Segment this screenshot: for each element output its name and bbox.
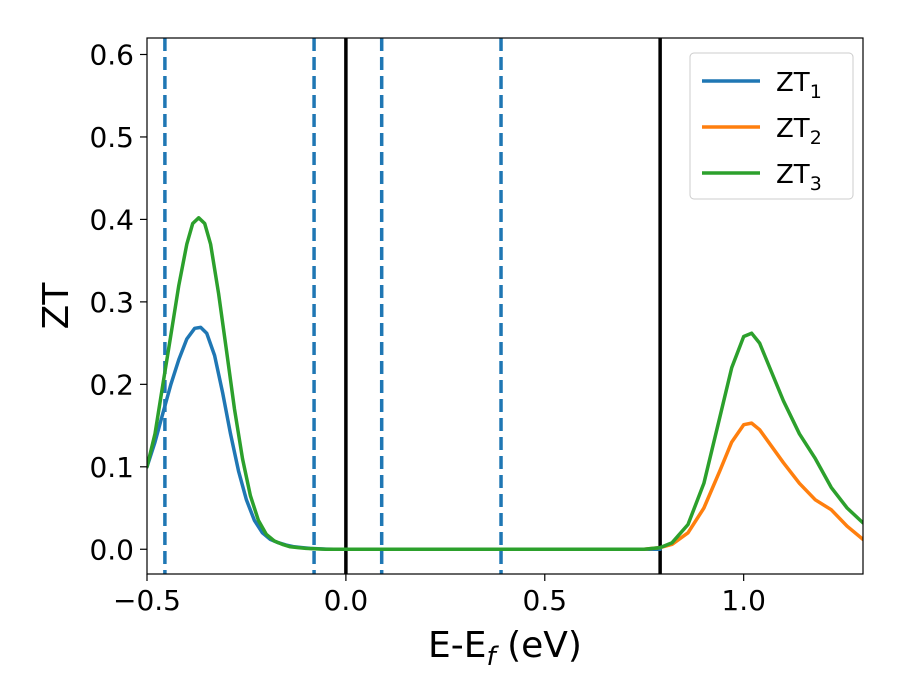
y-tick-label: 0.3 (89, 286, 134, 319)
legend-label-main: ZT (776, 68, 810, 98)
y-tick-label: 0.6 (89, 38, 134, 71)
x-tick-label: 0.5 (523, 584, 568, 617)
x-axis-title: E-Ef (eV) (428, 625, 582, 672)
series-line-1 (147, 325, 662, 552)
x-tick-label: −0.5 (113, 584, 181, 617)
legend-box (689, 52, 854, 200)
y-tick-label: 0.2 (89, 368, 134, 401)
y-axis-ticks: 0.0 0.1 0.2 0.3 0.4 0.5 0.6 (89, 38, 147, 566)
legend-item-2: ZT2 (702, 114, 822, 149)
y-tick-label: 0.4 (89, 203, 134, 236)
x-tick-label: 1.0 (721, 584, 766, 617)
plot-frame (146, 37, 864, 575)
legend-label-sub: 1 (810, 81, 822, 103)
legend-item-3: ZT3 (702, 160, 822, 195)
legend-label-main: ZT (776, 114, 810, 144)
series-lines (147, 216, 863, 552)
y-tick-label: 0.0 (89, 533, 134, 566)
legend-label: ZT2 (776, 114, 822, 149)
x-axis-title-main: E-E (428, 625, 486, 666)
y-axis-title: ZT (36, 282, 77, 330)
x-tick-label: 0.0 (324, 584, 369, 617)
series-line-2 (582, 421, 863, 552)
reference-lines (163, 38, 662, 574)
legend-item-1: ZT1 (702, 68, 822, 103)
series-line-3 (147, 216, 863, 552)
legend-label: ZT1 (776, 68, 822, 103)
legend-label: ZT3 (776, 160, 822, 195)
x-axis-title-tail: (eV) (496, 625, 582, 666)
legend-label-sub: 2 (810, 127, 822, 149)
y-tick-label: 0.1 (89, 451, 134, 484)
y-tick-label: 0.5 (89, 121, 134, 154)
legend-label-sub: 3 (810, 173, 822, 195)
x-axis-ticks: −0.5 0.0 0.5 1.0 (113, 574, 766, 617)
legend-label-main: ZT (776, 160, 810, 190)
